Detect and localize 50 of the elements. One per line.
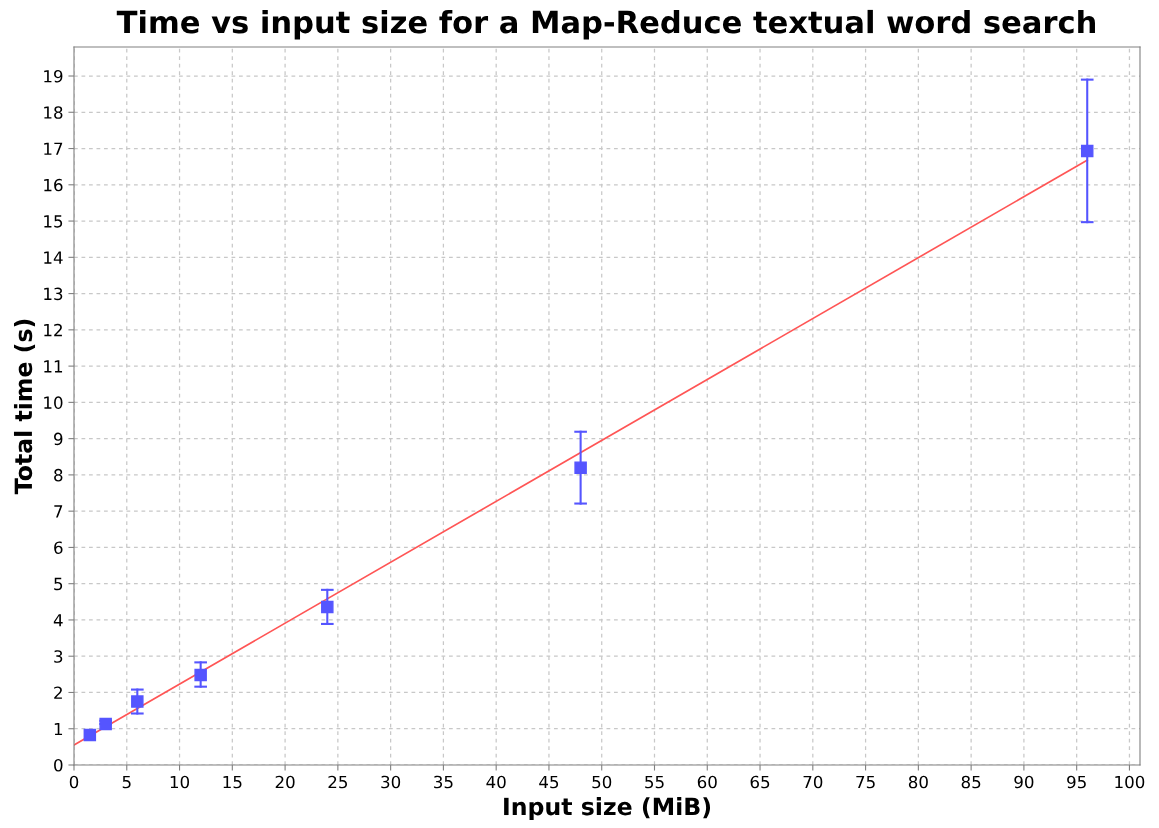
y-tick-label: 16 (44, 178, 63, 192)
y-tick-label: 1 (54, 722, 63, 736)
x-tick-label: 55 (645, 775, 664, 789)
y-tick-label: 14 (44, 251, 63, 264)
y-tick-label: 9 (54, 432, 63, 446)
x-tick-label: 15 (223, 775, 242, 789)
x-tick-label: 65 (750, 775, 770, 789)
x-tick-label: 70 (803, 775, 823, 789)
x-tick-label: 0 (69, 775, 79, 789)
point (194, 668, 207, 682)
x-tick-label: 30 (381, 775, 401, 789)
x-tick-label: 60 (697, 775, 717, 789)
y-tick-label: 11 (44, 360, 63, 373)
x-tick-label: 85 (961, 775, 981, 789)
y-tick-label: 18 (44, 106, 63, 119)
y-tick-label: 2 (54, 686, 62, 699)
x-tick-label: 10 (170, 775, 190, 789)
y-tick-label: 17 (44, 142, 63, 155)
y-tick-label: 19 (44, 69, 63, 83)
y-tick-label: 4 (53, 614, 63, 627)
y-tick-label: 0 (54, 758, 63, 772)
chart-title: Time vs input size for a Map-Reduce textual word search (116, 9, 1095, 40)
y-tick-label: 5 (54, 577, 63, 591)
x-tick-label: 95 (1067, 775, 1086, 789)
point (83, 728, 97, 742)
x-tick-label: 90 (1014, 775, 1034, 789)
x-tick-label: 50 (592, 775, 612, 789)
point (1080, 144, 1094, 158)
y-tick-label: 6 (54, 541, 63, 554)
x-axis-title: Input size (MiB) (504, 797, 711, 820)
x-tick-label: 75 (856, 775, 875, 789)
y-axis-title: Total time (s) (13, 319, 36, 495)
x-tick-label: 80 (908, 775, 928, 789)
point (321, 600, 334, 614)
x-tick-label: 20 (275, 775, 295, 789)
x-tick-label: 25 (328, 775, 348, 789)
x-tick-label: 45 (539, 775, 559, 789)
x-tick-label: 100 (1115, 775, 1145, 789)
point (574, 461, 587, 474)
y-tick-label: 13 (44, 287, 63, 301)
y-tick-label: 12 (44, 323, 62, 337)
point (131, 695, 144, 708)
y-tick-label: 7 (54, 505, 63, 518)
x-tick-label: 5 (122, 775, 131, 789)
y-tick-label: 10 (44, 396, 63, 409)
y-tick-label: 15 (44, 215, 63, 228)
y-tick-label: 3 (54, 650, 63, 663)
y-tick-label: 8 (54, 468, 63, 482)
x-tick-label: 40 (486, 775, 506, 789)
x-tick-label: 35 (434, 775, 453, 789)
